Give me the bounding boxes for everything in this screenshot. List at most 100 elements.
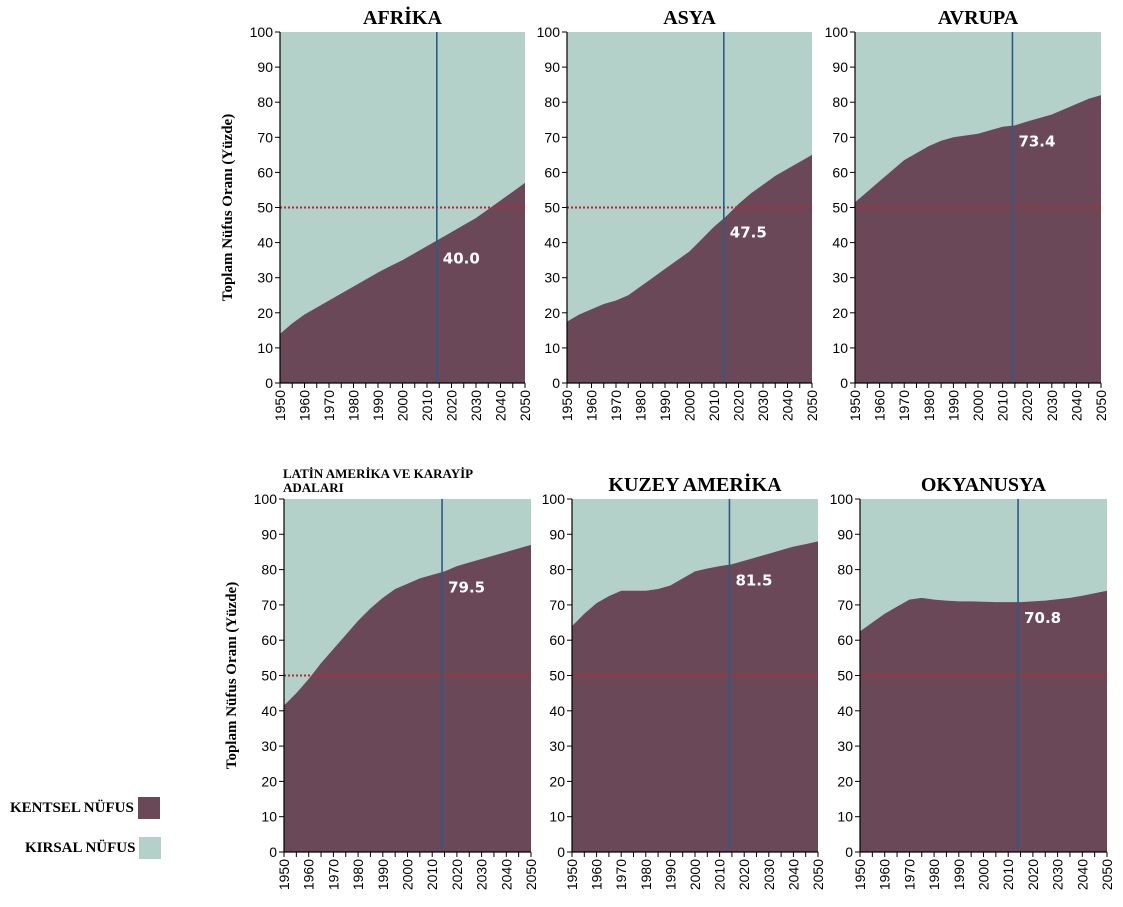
y-tick-label: 80: [257, 94, 273, 110]
x-tick-label: 2020: [731, 390, 747, 421]
legend-rural-label: KIRSAL NÜFUS: [25, 839, 136, 856]
x-tick-label: 1970: [325, 859, 341, 890]
x-tick-label: 1970: [321, 390, 337, 421]
x-tick-label: 1960: [297, 390, 313, 421]
y-tick-label: 70: [549, 597, 565, 613]
y-tick-label: 70: [544, 129, 560, 145]
y-axis-label: Toplam Nüfus Oranı (Yüzde): [220, 114, 236, 301]
x-tick-label: 1950: [276, 859, 292, 890]
y-tick-label: 0: [269, 844, 277, 860]
y-tick-label: 50: [549, 668, 565, 684]
x-tick-label: 2030: [755, 390, 771, 421]
x-tick-label: 1960: [301, 859, 317, 890]
y-tick-label: 100: [825, 24, 849, 40]
x-tick-label: 2010: [419, 390, 435, 421]
x-tick-label: 2030: [761, 859, 777, 890]
x-tick-label: 2040: [493, 390, 509, 421]
x-tick-label: 1990: [662, 859, 678, 890]
y-tick-label: 40: [257, 235, 273, 251]
panel-title: AVRUPA: [938, 7, 1019, 29]
marker-value-label: 70.8: [1024, 609, 1061, 627]
x-tick-label: 2020: [1025, 859, 1041, 890]
y-tick-label: 0: [265, 375, 273, 391]
x-tick-label: 2050: [1093, 390, 1109, 421]
marker-value-label: 40.0: [443, 250, 480, 268]
x-tick-label: 2030: [474, 859, 490, 890]
y-tick-label: 50: [257, 200, 273, 216]
x-tick-label: 1960: [872, 390, 888, 421]
x-tick-label: 1950: [564, 859, 580, 890]
x-tick-label: 1960: [877, 859, 893, 890]
x-tick-label: 1970: [613, 859, 629, 890]
x-tick-label: 2000: [687, 859, 703, 890]
x-tick-label: 2040: [498, 859, 514, 890]
x-tick-label: 1990: [945, 390, 961, 421]
x-tick-label: 1950: [847, 390, 863, 421]
x-tick-label: 1950: [559, 390, 575, 421]
x-tick-label: 2020: [736, 859, 752, 890]
x-tick-label: 1980: [638, 859, 654, 890]
x-tick-label: 2050: [523, 859, 539, 890]
y-tick-label: 70: [261, 597, 277, 613]
y-tick-label: 100: [830, 491, 854, 507]
panel-title: ASYA: [663, 7, 716, 29]
x-tick-label: 2000: [395, 390, 411, 421]
y-tick-label: 50: [837, 668, 853, 684]
urban-area: [572, 541, 818, 852]
panel-title: AFRİKA: [363, 5, 442, 29]
y-tick-label: 90: [832, 59, 848, 75]
y-tick-label: 10: [257, 340, 273, 356]
x-tick-label: 2010: [995, 390, 1011, 421]
y-tick-label: 80: [544, 94, 560, 110]
y-tick-label: 60: [261, 632, 277, 648]
x-tick-label: 1980: [633, 390, 649, 421]
y-tick-label: 80: [837, 562, 853, 578]
urban-area: [280, 182, 525, 383]
y-tick-label: 30: [261, 738, 277, 754]
panel-title: OKYANUSYA: [921, 474, 1047, 496]
x-tick-label: 1970: [608, 390, 624, 421]
urban-area: [284, 544, 531, 852]
legend-urban-swatch: [137, 797, 160, 819]
y-tick-label: 30: [832, 270, 848, 286]
y-tick-label: 70: [832, 129, 848, 145]
x-tick-label: 1960: [589, 859, 605, 890]
x-tick-label: 2010: [706, 390, 722, 421]
y-tick-label: 60: [257, 164, 273, 180]
x-tick-label: 2000: [970, 390, 986, 421]
x-tick-label: 1990: [375, 859, 391, 890]
marker-value-label: 79.5: [448, 578, 485, 596]
y-tick-label: 50: [832, 200, 848, 216]
urban-area: [855, 95, 1101, 384]
x-tick-label: 1980: [350, 859, 366, 890]
x-tick-label: 1960: [584, 390, 600, 421]
y-tick-label: 40: [261, 703, 277, 719]
x-tick-label: 1970: [896, 390, 912, 421]
y-tick-label: 60: [837, 632, 853, 648]
y-tick-label: 20: [837, 773, 853, 789]
x-tick-label: 1970: [901, 859, 917, 890]
legend-item-urban: KENTSEL NÜFUS: [10, 797, 160, 819]
x-tick-label: 1980: [921, 390, 937, 421]
x-tick-label: 2000: [682, 390, 698, 421]
y-tick-label: 80: [832, 94, 848, 110]
marker-value-label: 47.5: [730, 223, 767, 241]
y-tick-label: 90: [549, 526, 565, 542]
y-tick-label: 20: [261, 773, 277, 789]
y-axis-label: Toplam Nüfus Oranı (Yüzde): [224, 582, 240, 769]
y-tick-label: 100: [542, 491, 566, 507]
y-tick-label: 80: [261, 562, 277, 578]
x-tick-label: 2040: [1068, 390, 1084, 421]
y-tick-label: 90: [261, 526, 277, 542]
x-tick-label: 2040: [1074, 859, 1090, 890]
y-tick-label: 50: [544, 200, 560, 216]
y-tick-label: 20: [549, 773, 565, 789]
x-tick-label: 2000: [976, 859, 992, 890]
x-tick-label: 2020: [444, 390, 460, 421]
x-tick-label: 2050: [804, 390, 820, 421]
y-tick-label: 10: [261, 809, 277, 825]
